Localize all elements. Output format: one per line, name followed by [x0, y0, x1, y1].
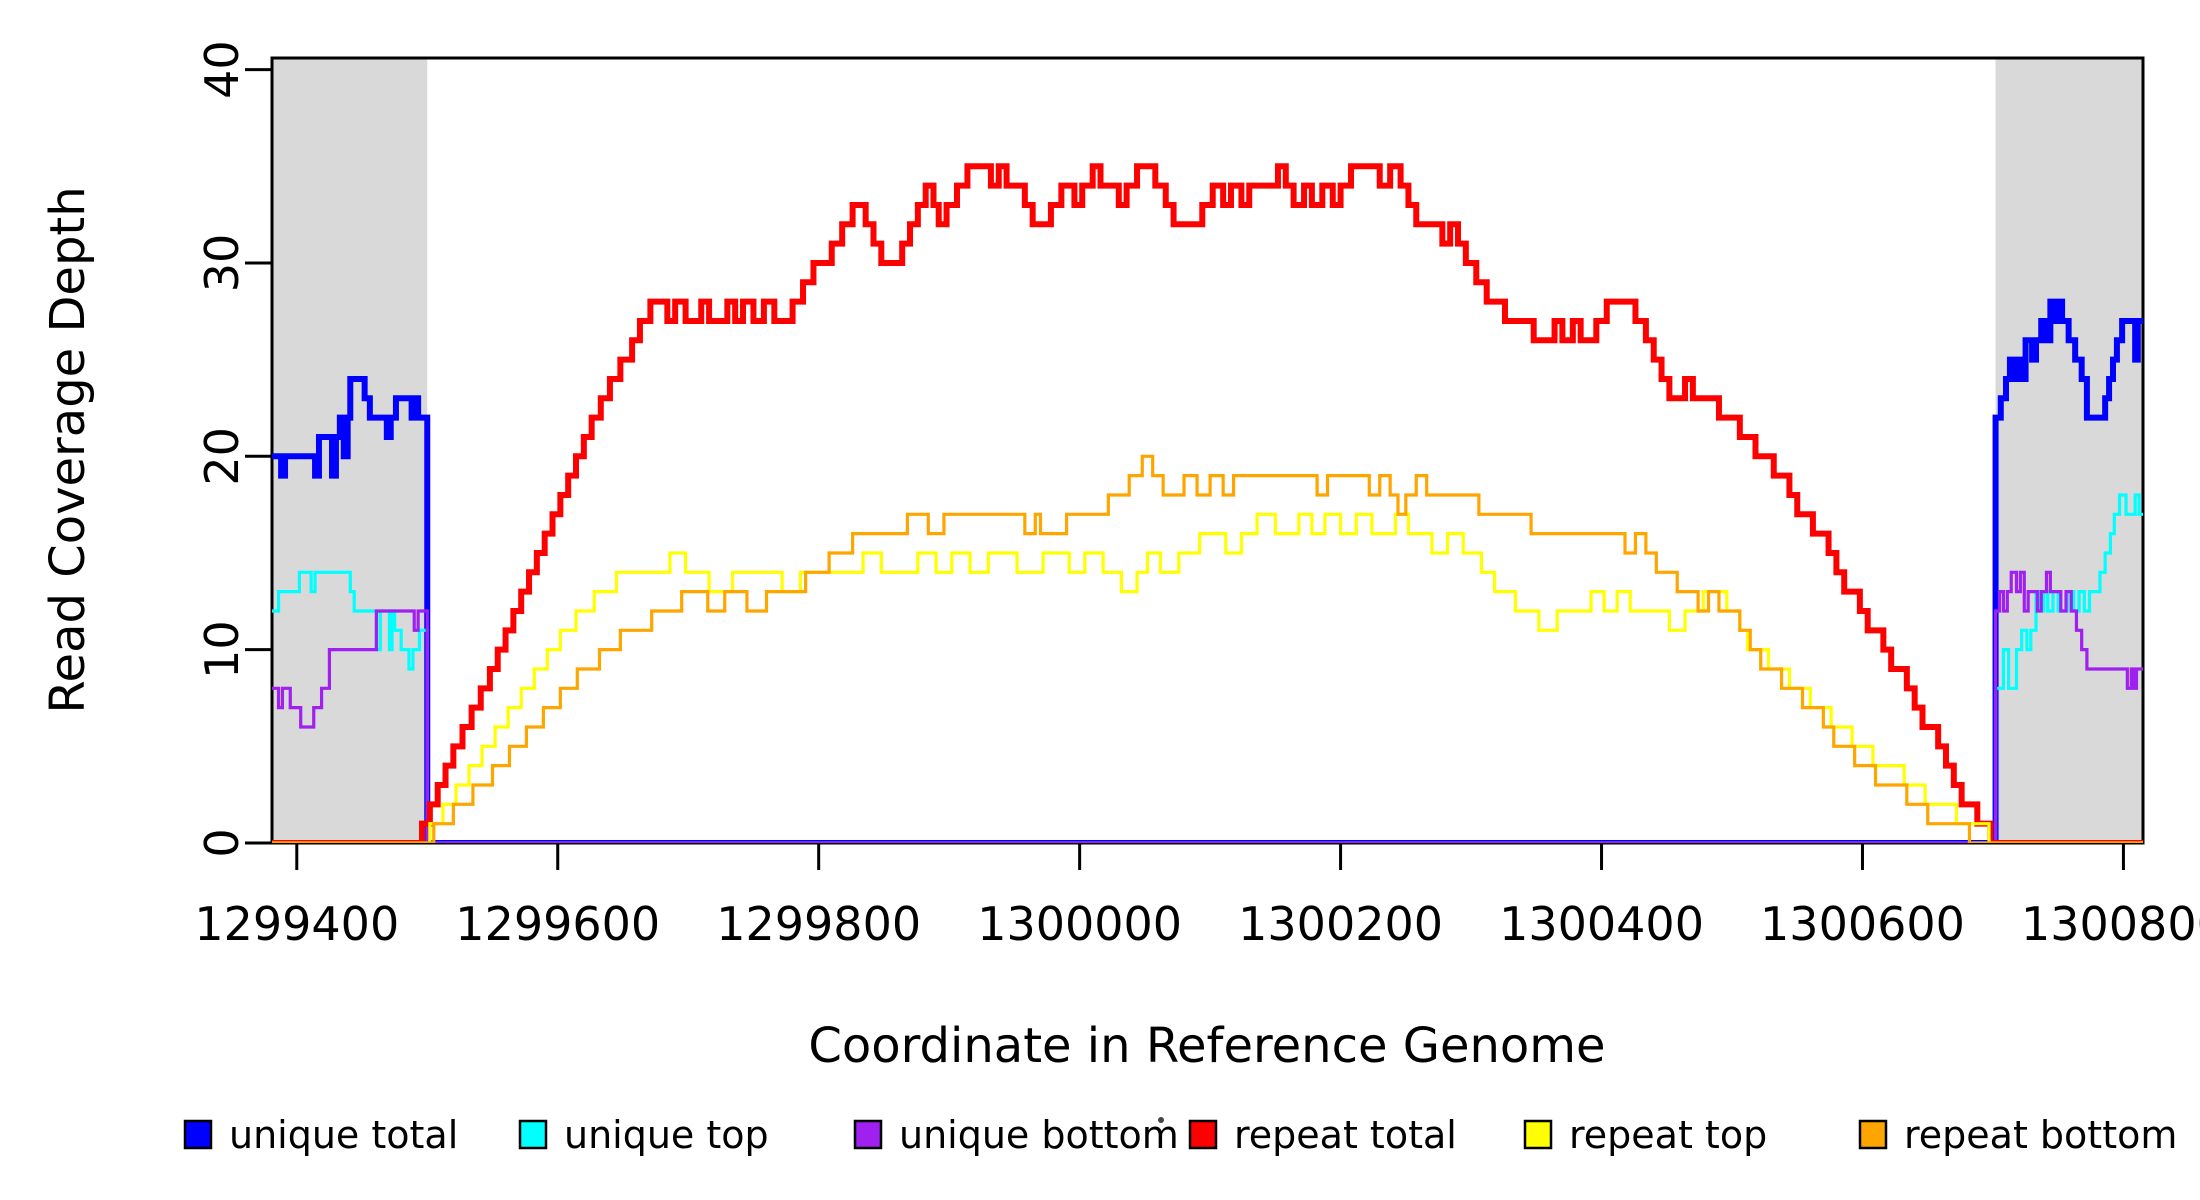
x-axis-title: Coordinate in Reference Genome — [808, 1018, 1605, 1074]
legend-swatch-repeat-bottom — [1858, 1119, 1888, 1150]
legend-swatch-repeat-total — [1188, 1119, 1218, 1150]
y-tick-label: 40 — [195, 40, 249, 99]
plot-box — [270, 56, 2145, 845]
legend-item-repeat-top: repeat top — [1523, 1113, 1767, 1157]
series-path-repeat-total — [272, 163, 2143, 843]
legend-swatch-unique-bottom — [853, 1119, 883, 1150]
series-path-unique-total — [272, 298, 2143, 843]
legend-item-repeat-bottom: repeat bottom — [1858, 1113, 2177, 1157]
shaded-region — [1995, 58, 2143, 843]
legend-label: unique total — [229, 1113, 458, 1157]
legend-label: repeat top — [1569, 1113, 1767, 1157]
y-tick-label: 30 — [195, 234, 249, 293]
legend-label: unique top — [564, 1113, 769, 1157]
y-tick-label: 10 — [195, 620, 249, 679]
x-tick-label: 1300400 — [1499, 897, 1704, 951]
legend: unique total unique top unique bottom repea… — [183, 1113, 2177, 1157]
x-tick-label: 1300000 — [977, 897, 1182, 951]
legend-label: unique bottom — [899, 1113, 1179, 1157]
legend-swatch-repeat-top — [1523, 1119, 1553, 1150]
x-tick-label: 1300200 — [1238, 897, 1443, 951]
stray-dot-artifact — [1158, 1117, 1164, 1123]
series-path-unique-top — [272, 493, 2143, 843]
legend-label: repeat bottom — [1904, 1113, 2177, 1157]
x-tick-label: 1299400 — [194, 897, 399, 951]
x-tick-label: 1299800 — [716, 897, 921, 951]
legend-swatch-unique-top — [518, 1119, 548, 1150]
legend-item-unique-total: unique total — [183, 1113, 458, 1157]
shaded-genomic-regions — [272, 58, 2143, 843]
y-tick-label: 0 — [195, 828, 249, 857]
axis-ticks: 1299400 1299600 1299800 1300000 1300200 13004… — [194, 40, 2200, 951]
legend-item-unique-top: unique top — [518, 1113, 769, 1157]
legend-item-unique-bottom: unique bottom — [853, 1113, 1179, 1157]
legend-swatch-unique-total — [183, 1119, 213, 1150]
y-axis-title: Read Coverage Depth — [40, 186, 96, 713]
y-tick-label: 20 — [195, 427, 249, 486]
legend-item-repeat-total: repeat total — [1188, 1113, 1457, 1157]
legend-label: repeat total — [1234, 1113, 1457, 1157]
series-path-repeat-top — [272, 512, 2143, 843]
series-path-repeat-bottom — [272, 454, 2143, 843]
plot-frame — [270, 56, 2145, 845]
coverage-series — [272, 163, 2143, 843]
x-tick-label: 1300600 — [1760, 897, 1965, 951]
x-tick-label: 1299600 — [455, 897, 660, 951]
series-path-unique-bottom — [272, 570, 2143, 843]
